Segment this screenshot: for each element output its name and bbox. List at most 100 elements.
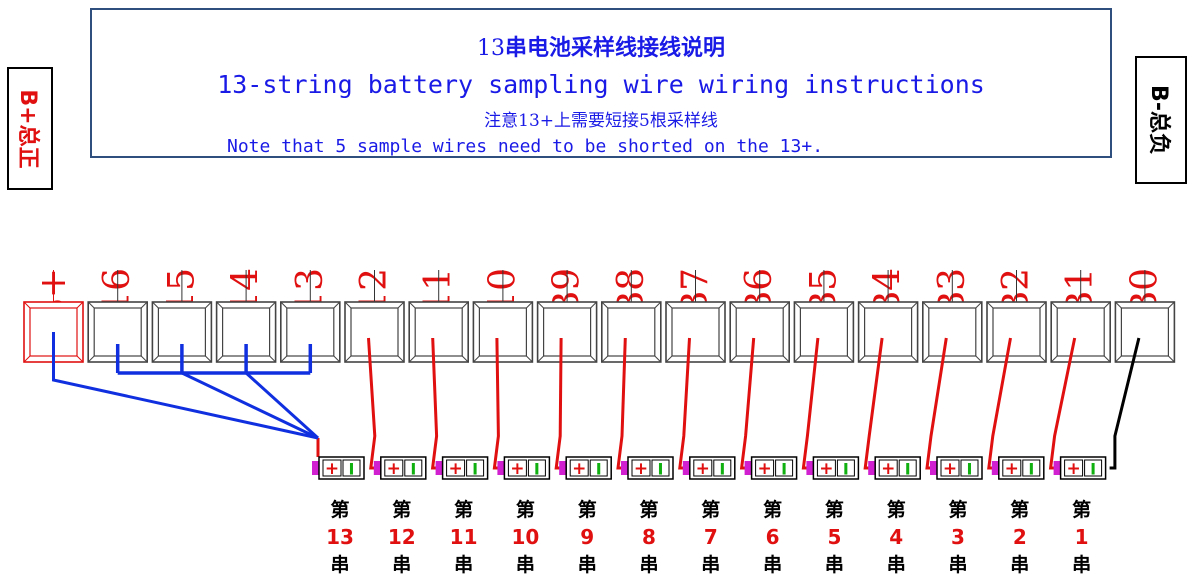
connector-slot-corner [590,355,597,363]
cell-label-bottom: 串 [825,554,844,576]
connector-slot-corner [216,301,223,309]
battery-plus-sign: + [1005,459,1019,479]
cell-label-top: 第 [1010,498,1029,521]
connector-slot-corner [911,301,918,309]
cell-label-bottom: 串 [1072,554,1091,576]
battery-minus-sign: I [1028,460,1034,479]
connector-slot-corner [140,301,148,309]
battery-plus-sign: + [696,459,710,479]
cell-label-number: 4 [889,525,903,549]
connector-slot-corner [1103,355,1111,363]
connector-slot-corner [269,301,276,309]
connector-slot-corner [344,301,352,309]
title-line-3: 注意13+上需要短接5根采样线 [484,111,718,131]
cell-label-number: 11 [450,525,478,549]
battery-minus-sign: I [719,460,725,479]
connector-slot-corner [986,355,994,363]
battery-minus-sign: I [843,460,849,479]
connector-slot-corner [986,301,994,309]
connector-slot-corner [205,355,212,363]
battery-minus-window [960,459,979,477]
battery-plus-window [940,459,960,477]
battery-minus-window [775,459,794,477]
battery-plus-sign: + [634,459,648,479]
connector-slot-corner [975,355,983,363]
connector-slot-inner [414,307,463,357]
battery-plus-window [1064,459,1084,477]
cell-label-top: 第 [1072,498,1091,521]
b-minus-total-box: B-总负 [1135,56,1187,184]
connector-slot-corner [718,355,726,363]
battery-plus-sign: + [572,459,586,479]
battery-plus-sign: + [448,459,462,479]
connector-slot-corner [140,355,148,363]
cell-label-bottom: 串 [516,554,535,576]
cell-label-top: 第 [578,498,597,521]
connector-slot-inner [928,307,977,357]
connector-slot-inner [735,307,784,357]
connector-slot-corner [654,355,662,363]
battery-minus-sign: I [967,460,973,479]
battery-plus-sign: + [1066,459,1080,479]
connector-slot-inner [1056,307,1105,357]
cell-label-number: 10 [511,525,539,549]
battery-plus-window [878,459,898,477]
connector-slot-corner [1168,355,1175,363]
cell-label-bottom: 串 [887,554,906,576]
cell-label-bottom: 串 [330,554,349,576]
cell-label-bottom: 串 [1010,554,1029,576]
connector-slot-corner [537,301,544,309]
b0-wire [1109,337,1141,470]
cell-label-number: 12 [388,525,416,549]
connector-slot-inner [542,307,592,357]
battery-minus-sign: I [410,460,416,479]
bus-to-cell-wire [245,371,320,440]
battery-minus-sign: I [349,460,355,479]
connector-slot-corner [1168,301,1175,309]
battery-minus-sign: I [781,460,787,479]
battery-plus-window [693,459,713,477]
connector-slot-corner [858,301,865,309]
battery-plus-window [322,459,342,477]
connector-slot-corner [590,301,597,309]
connector-slot-corner [87,355,95,363]
battery-plus-sign: + [387,459,401,479]
cell-label-number: 13 [326,525,354,549]
battery-positive-cap [312,461,319,475]
connector-slots [23,301,1176,363]
connector-slot-corner [461,301,469,309]
connector-slot-corner [847,355,854,363]
battery-minus-window [404,459,423,477]
connector-slot-corner [654,301,662,309]
connector-slot-corner [1039,301,1047,309]
connector-slot-corner [76,355,84,363]
connector-slot-corner [782,355,790,363]
connector-slot-corner [1050,301,1058,309]
battery-positive-cap [1053,461,1061,475]
connector-slot-corner [205,301,212,309]
title-box: 13串电池采样线接线说明 13-string battery sampling … [90,8,1112,158]
battery-minus-sign: I [596,460,602,479]
connector-slot-corner [601,355,609,363]
cell-label-bottom: 串 [701,554,720,576]
connector-slot-corner [601,301,609,309]
cell-label-bottom: 串 [948,554,967,576]
connector-slot-corner [729,301,737,309]
connector-slot-corner [216,355,223,363]
connector-slot-corner [87,301,95,309]
title-line-4: Note that 5 sample wires need to be shor… [227,136,824,157]
connector-slot-corner [526,355,533,363]
cell-label-bottom: 串 [454,554,473,576]
battery-minus-window [713,459,732,477]
battery-plus-sign: + [819,459,833,479]
connector-slot-corner [526,301,533,309]
connector-slot-corner [537,355,544,363]
connector-slot-corner [23,301,31,309]
battery-minus-sign: I [472,460,478,479]
battery-plus-sign: + [757,459,771,479]
battery-positive-cap [373,461,381,475]
cell-label-number: 1 [1075,525,1089,549]
cell-label-top: 第 [392,498,411,521]
cell-label-number: 5 [827,525,841,549]
